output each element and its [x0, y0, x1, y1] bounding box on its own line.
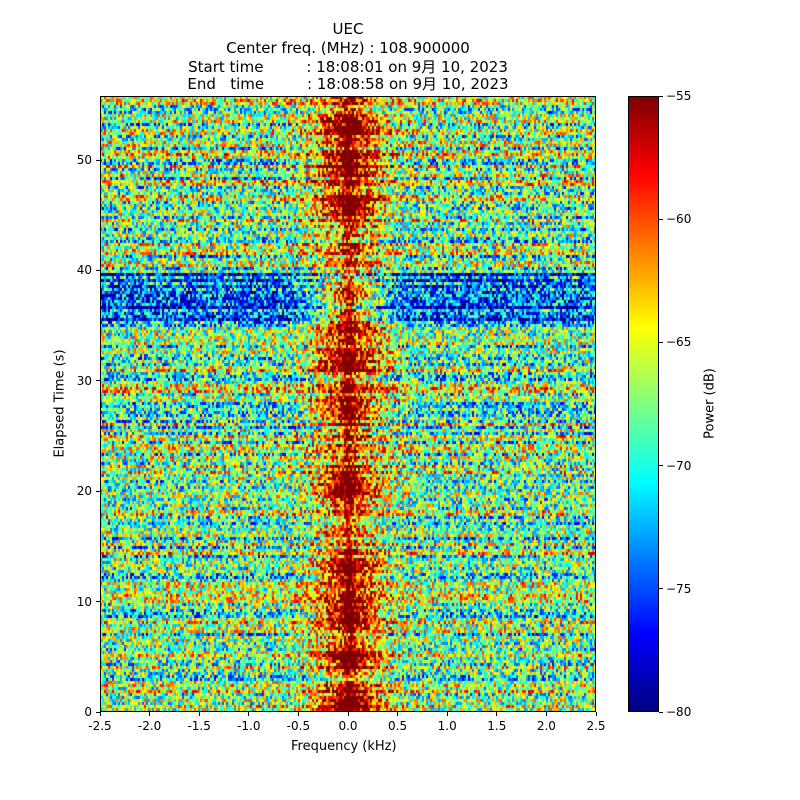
- x-tick: [149, 712, 151, 716]
- colorbar-tick-label: −65: [666, 335, 692, 350]
- x-tick-label: 1.5: [487, 719, 507, 733]
- colorbar-tick: [659, 588, 663, 590]
- y-tick: [96, 269, 100, 271]
- colorbar-tick-label: −70: [666, 458, 692, 473]
- y-tick: [96, 711, 100, 713]
- y-tick: [96, 159, 100, 161]
- x-tick-label: 2.5: [586, 719, 606, 733]
- x-tick: [297, 712, 299, 716]
- x-tick: [545, 712, 547, 716]
- y-tick-label: 50: [76, 153, 92, 168]
- colorbar-tick: [659, 95, 663, 97]
- x-tick: [198, 712, 200, 716]
- y-tick: [96, 490, 100, 492]
- x-tick: [248, 712, 250, 716]
- colorbar-label: Power (dB): [702, 368, 718, 439]
- chart-title-line-3: Start time : 18:08:01 on 9月 10, 2023: [188, 58, 508, 76]
- x-tick: [446, 712, 448, 716]
- colorbar: [628, 96, 659, 712]
- colorbar-tick: [659, 218, 663, 220]
- x-tick-label: 2.0: [536, 719, 556, 733]
- y-tick-label: 30: [76, 373, 92, 388]
- x-tick: [397, 712, 399, 716]
- x-tick: [347, 712, 349, 716]
- x-tick-label: 0.5: [388, 719, 408, 733]
- colorbar-tick: [659, 341, 663, 343]
- x-tick-label: 1.0: [437, 719, 457, 733]
- x-tick-label: -1.0: [237, 719, 261, 733]
- x-tick-label: 0.0: [338, 719, 358, 733]
- spectrogram-heatmap: [100, 96, 596, 712]
- y-axis-label: Elapsed Time (s): [52, 349, 68, 458]
- chart-title-line-2: Center freq. (MHz) : 108.900000: [226, 39, 470, 57]
- colorbar-tick-label: −75: [666, 581, 692, 596]
- colorbar-tick-label: −60: [666, 212, 692, 227]
- y-tick-label: 40: [76, 263, 92, 278]
- y-tick: [96, 601, 100, 603]
- colorbar-tick: [659, 465, 663, 467]
- x-tick: [99, 712, 101, 716]
- x-tick-label: -2.5: [88, 719, 112, 733]
- x-tick-label: -2.0: [137, 719, 162, 733]
- x-tick-label: -0.5: [286, 719, 311, 733]
- colorbar-tick-label: −80: [666, 705, 692, 719]
- y-tick-label: 10: [76, 594, 92, 609]
- chart-title-line-4: End time : 18:08:58 on 9月 10, 2023: [187, 75, 509, 93]
- y-tick-label: 20: [76, 484, 92, 499]
- x-tick-label: -1.5: [187, 719, 211, 733]
- x-tick: [595, 712, 597, 716]
- chart-title-line-1: UEC: [332, 20, 364, 38]
- x-tick: [496, 712, 498, 716]
- colorbar-tick-label: −55: [666, 89, 692, 103]
- x-axis-label: Frequency (kHz): [291, 739, 397, 754]
- plot-frame: [100, 96, 596, 712]
- y-tick: [96, 380, 100, 382]
- y-tick-label: 0: [84, 705, 92, 719]
- colorbar-tick: [659, 711, 663, 713]
